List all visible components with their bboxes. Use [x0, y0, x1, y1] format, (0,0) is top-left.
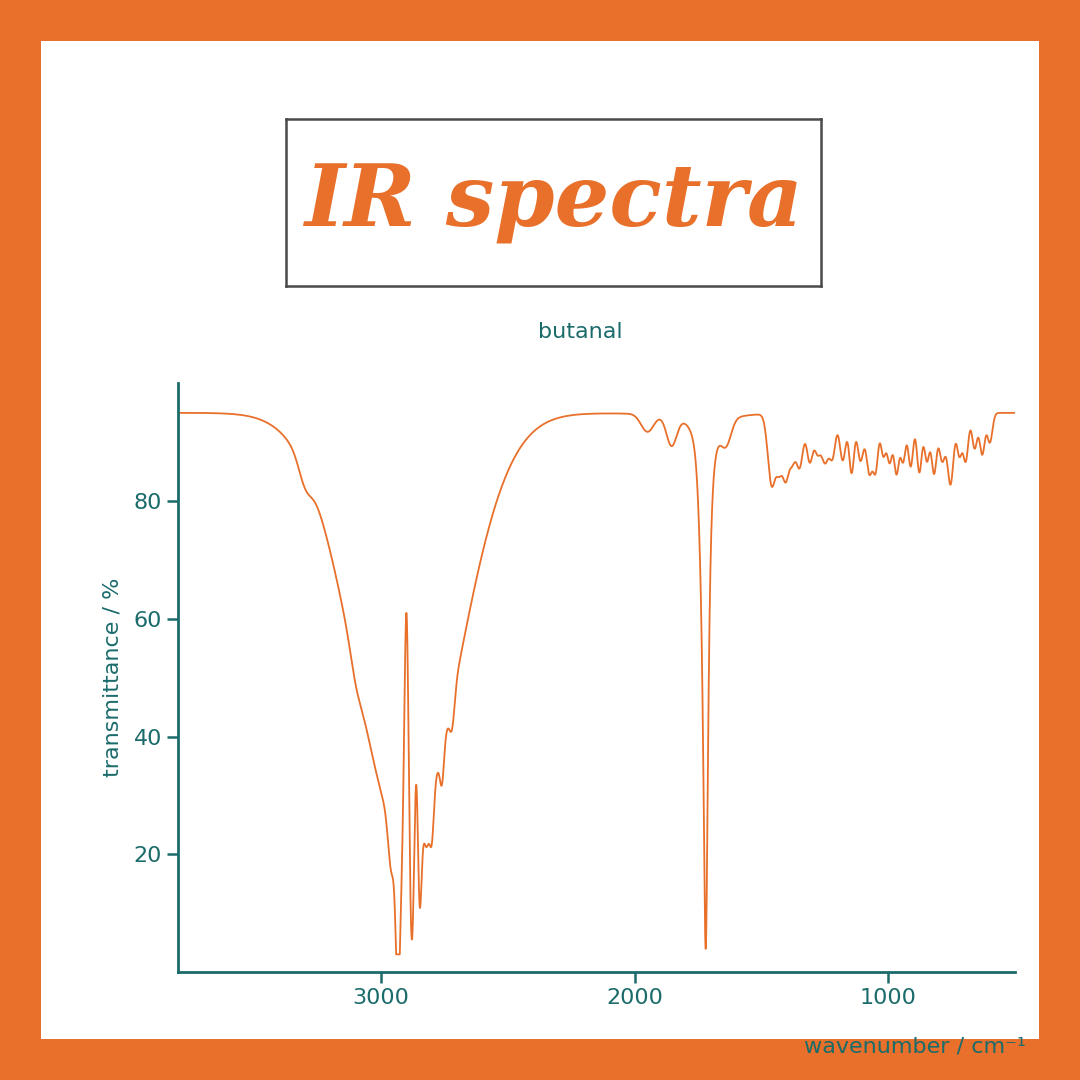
X-axis label: wavenumber / cm⁻¹: wavenumber / cm⁻¹: [804, 1037, 1026, 1056]
Text: butanal: butanal: [538, 322, 622, 342]
Text: IR spectra: IR spectra: [305, 161, 802, 244]
Y-axis label: transmittance / %: transmittance / %: [103, 578, 123, 778]
